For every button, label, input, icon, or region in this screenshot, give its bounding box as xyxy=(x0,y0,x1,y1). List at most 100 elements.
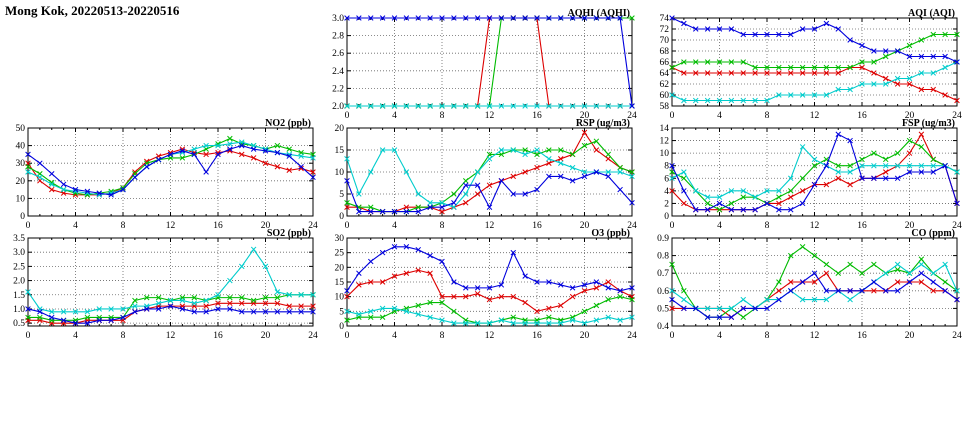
x-tick-label: 8 xyxy=(765,221,770,231)
x-tick-label: 20 xyxy=(905,111,915,121)
y-tick-label: 66 xyxy=(660,58,670,68)
series-red xyxy=(344,267,635,315)
x-tick-label: 16 xyxy=(532,111,542,121)
y-tick-label: 15 xyxy=(335,278,345,288)
y-tick-label: 1.5 xyxy=(13,291,25,301)
y-tick-label: 12 xyxy=(660,137,670,147)
x-tick-label: 12 xyxy=(810,221,820,231)
x-tick-label: 12 xyxy=(485,331,495,341)
y-tick-label: 20 xyxy=(16,177,26,187)
x-tick-label: 4 xyxy=(392,331,397,341)
chart-title: FSP (ug/m3) xyxy=(902,118,955,129)
plot-border xyxy=(346,237,633,327)
chart-svg: 0 10 20 30 40 50 0 4 8 12 16 20 24 NO2 (ppb) xyxy=(16,118,319,231)
x-tick-label: 0 xyxy=(345,221,350,231)
series-blue xyxy=(669,131,960,213)
x-tick-label: 12 xyxy=(485,221,495,231)
x-tick-label: 12 xyxy=(166,221,176,231)
x-tick-label: 16 xyxy=(213,331,223,341)
series-cyan xyxy=(669,59,960,104)
x-tick-label: 0 xyxy=(670,331,675,341)
series-red xyxy=(669,64,960,104)
y-tick-label: 40 xyxy=(16,142,26,152)
y-tick-label: 2.4 xyxy=(332,67,344,77)
y-tick-label: 15 xyxy=(335,146,345,156)
chart-so2: 0.5 1.0 1.5 2.0 2.5 3.0 3.5 0 4 8 12 16 20 24 SO2 (ppb… xyxy=(0,226,320,342)
x-tick-label: 12 xyxy=(166,331,176,341)
x-tick-label: 0 xyxy=(670,111,675,121)
y-tick-label: 70 xyxy=(660,36,670,46)
series-blue xyxy=(669,15,960,65)
chart-co: 0.4 0.5 0.6 0.7 0.8 0.9 0 4 8 12 16 20 24 CO (ppm) xyxy=(644,226,964,342)
x-tick-label: 8 xyxy=(440,331,445,341)
y-tick-label: 10 xyxy=(16,194,26,204)
x-tick-label: 0 xyxy=(26,221,31,231)
x-tick-label: 24 xyxy=(627,221,637,231)
series-cyan xyxy=(25,246,316,315)
x-tick-label: 20 xyxy=(261,221,271,231)
plot-border xyxy=(346,17,633,107)
x-tick-label: 20 xyxy=(580,221,590,231)
y-tick-label: 3.0 xyxy=(13,248,25,258)
x-tick-label: 20 xyxy=(905,221,915,231)
x-tick-label: 4 xyxy=(717,111,722,121)
series-red xyxy=(344,15,635,109)
y-tick-label: 4 xyxy=(664,187,669,197)
series-cyan xyxy=(669,261,960,312)
x-tick-label: 8 xyxy=(765,331,770,341)
chart-rsp: 0 5 10 15 20 0 4 8 12 16 20 24 RSP (ug/m3) xyxy=(319,116,639,232)
y-tick-label: 0.6 xyxy=(657,287,669,297)
y-tick-label: 58 xyxy=(660,102,670,112)
chart-aqi: 58 60 62 64 66 68 70 72 74 0 4 8 12 16 20 24 AQI (AQI) xyxy=(644,6,964,122)
x-tick-label: 24 xyxy=(952,331,962,341)
x-tick-label: 16 xyxy=(857,111,867,121)
y-tick-label: 3.0 xyxy=(332,14,344,24)
y-tick-label: 74 xyxy=(660,14,670,24)
x-tick-label: 4 xyxy=(73,221,78,231)
y-tick-label: 20 xyxy=(335,124,345,134)
chart-title: RSP (ug/m3) xyxy=(576,118,630,129)
x-tick-label: 16 xyxy=(532,331,542,341)
x-tick-label: 0 xyxy=(26,331,31,341)
x-tick-label: 8 xyxy=(121,221,126,231)
y-tick-label: 6 xyxy=(664,174,669,184)
x-tick-label: 12 xyxy=(810,331,820,341)
x-tick-label: 4 xyxy=(392,221,397,231)
y-tick-label: 30 xyxy=(335,234,345,244)
plot-border xyxy=(671,237,958,327)
chart-svg: 2.0 2.2 2.4 2.6 2.8 3.0 0 4 8 12 16 20 24 AQHI (AQHI) xyxy=(332,8,637,121)
chart-title: O3 (ppb) xyxy=(591,228,630,239)
x-tick-label: 4 xyxy=(73,331,78,341)
x-tick-label: 4 xyxy=(392,111,397,121)
page-title: Mong Kok, 20220513-20220516 xyxy=(5,3,180,18)
x-tick-label: 24 xyxy=(627,111,637,121)
x-tick-label: 16 xyxy=(532,221,542,231)
series-green xyxy=(25,292,316,324)
y-tick-label: 0.5 xyxy=(657,304,669,314)
y-tick-label: 50 xyxy=(16,124,26,134)
x-tick-label: 24 xyxy=(308,221,318,231)
x-tick-label: 24 xyxy=(952,111,962,121)
series-blue xyxy=(25,142,316,198)
series-blue xyxy=(344,169,635,215)
y-tick-label: 8 xyxy=(664,162,669,172)
y-tick-label: 1.0 xyxy=(13,305,25,315)
x-tick-label: 16 xyxy=(213,221,223,231)
series-blue xyxy=(344,244,635,294)
chart-fsp: 0 2 4 6 8 10 12 14 0 4 8 12 16 20 24 FSP (ug/m3) xyxy=(644,116,964,232)
chart-aqhi: 2.0 2.2 2.4 2.6 2.8 3.0 0 4 8 12 16 20 24 AQHI (AQHI) xyxy=(319,6,639,122)
y-tick-label: 5 xyxy=(339,307,344,317)
y-tick-label: 0.9 xyxy=(657,234,669,244)
y-tick-label: 0 xyxy=(339,322,344,332)
series-blue xyxy=(669,270,960,320)
y-tick-label: 62 xyxy=(660,80,670,90)
y-tick-label: 2 xyxy=(664,199,669,209)
x-tick-label: 0 xyxy=(670,221,675,231)
x-tick-label: 24 xyxy=(952,221,962,231)
chart-title: AQI (AQI) xyxy=(908,8,955,19)
x-tick-label: 0 xyxy=(345,331,350,341)
y-tick-label: 25 xyxy=(335,249,345,259)
